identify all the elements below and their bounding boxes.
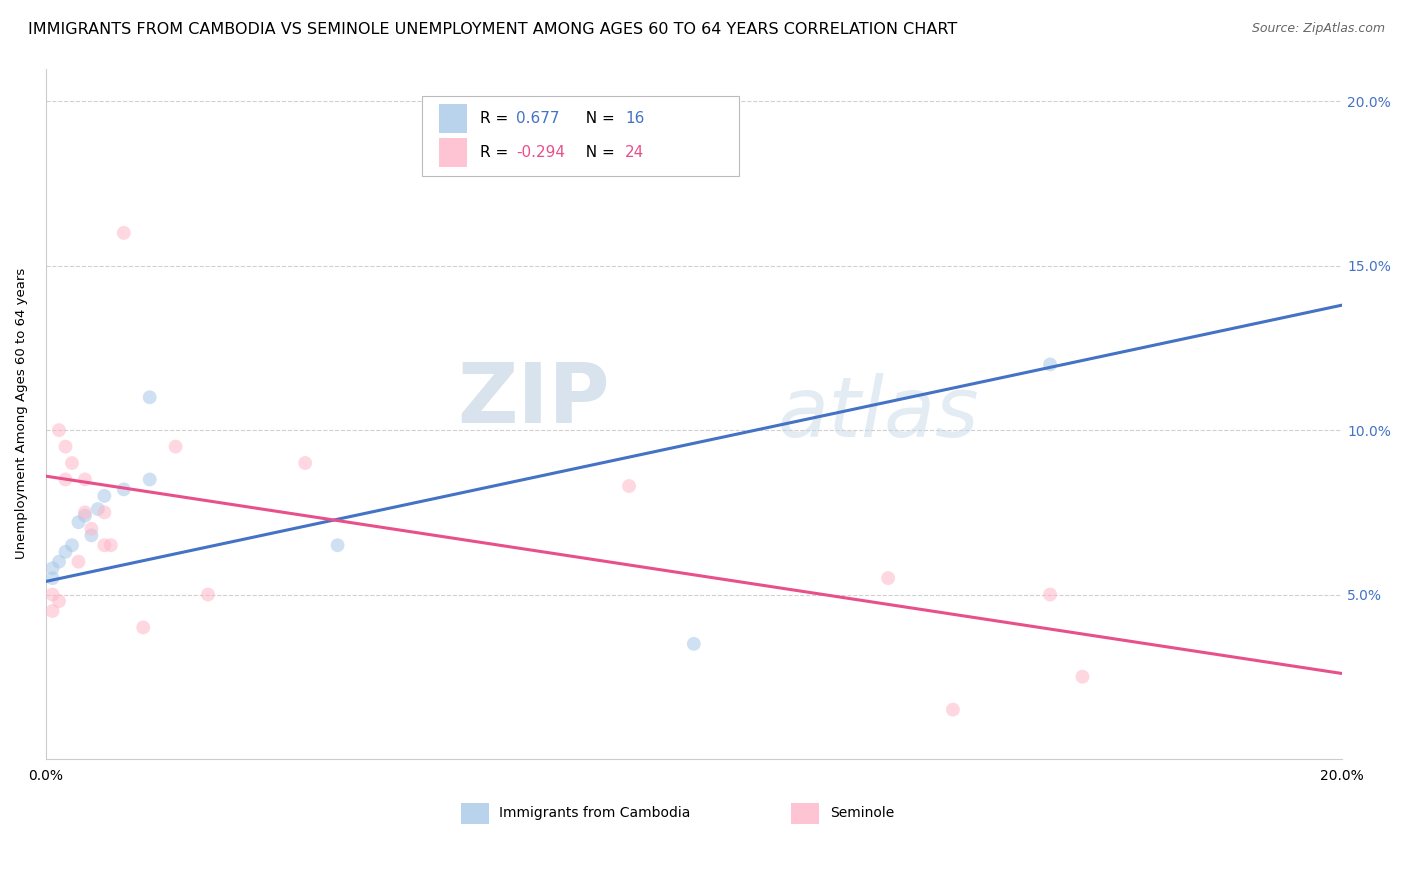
Bar bbox=[461, 803, 489, 824]
Point bbox=[112, 226, 135, 240]
Point bbox=[67, 515, 90, 529]
Point bbox=[877, 571, 900, 585]
Point bbox=[165, 440, 187, 454]
Point bbox=[60, 456, 83, 470]
FancyBboxPatch shape bbox=[422, 96, 740, 176]
Text: R =: R = bbox=[479, 145, 513, 160]
Text: 0.677: 0.677 bbox=[516, 112, 560, 127]
Text: -0.294: -0.294 bbox=[516, 145, 565, 160]
Point bbox=[93, 538, 115, 552]
Point bbox=[942, 703, 965, 717]
Point bbox=[73, 508, 96, 523]
Text: Seminole: Seminole bbox=[830, 806, 894, 821]
Point bbox=[55, 545, 77, 559]
Text: N =: N = bbox=[576, 112, 620, 127]
Point bbox=[73, 473, 96, 487]
Point bbox=[55, 473, 77, 487]
Point bbox=[112, 483, 135, 497]
Point bbox=[73, 505, 96, 519]
Text: atlas: atlas bbox=[778, 373, 980, 454]
Point bbox=[80, 528, 103, 542]
Point bbox=[41, 561, 63, 575]
Point bbox=[197, 588, 219, 602]
Bar bbox=[439, 104, 467, 134]
Point bbox=[1071, 670, 1094, 684]
Text: IMMIGRANTS FROM CAMBODIA VS SEMINOLE UNEMPLOYMENT AMONG AGES 60 TO 64 YEARS CORR: IMMIGRANTS FROM CAMBODIA VS SEMINOLE UNE… bbox=[28, 22, 957, 37]
Point bbox=[93, 505, 115, 519]
Text: ZIP: ZIP bbox=[457, 359, 610, 441]
Point bbox=[67, 555, 90, 569]
Point bbox=[48, 423, 70, 437]
Bar bbox=[439, 137, 467, 167]
Point bbox=[1039, 358, 1062, 372]
Point bbox=[326, 538, 349, 552]
Point bbox=[41, 571, 63, 585]
Point bbox=[55, 440, 77, 454]
Point bbox=[60, 538, 83, 552]
Point bbox=[48, 555, 70, 569]
Point bbox=[48, 594, 70, 608]
Point bbox=[294, 456, 316, 470]
Point bbox=[682, 637, 704, 651]
Point bbox=[1039, 588, 1062, 602]
Text: Source: ZipAtlas.com: Source: ZipAtlas.com bbox=[1251, 22, 1385, 36]
Point bbox=[132, 620, 155, 634]
Text: N =: N = bbox=[576, 145, 620, 160]
Bar bbox=[792, 803, 820, 824]
Point bbox=[138, 390, 160, 404]
Text: R =: R = bbox=[479, 112, 513, 127]
Point bbox=[41, 604, 63, 618]
Point bbox=[617, 479, 640, 493]
Point bbox=[93, 489, 115, 503]
Point bbox=[87, 502, 110, 516]
Point bbox=[138, 473, 160, 487]
Text: 24: 24 bbox=[626, 145, 644, 160]
Text: Immigrants from Cambodia: Immigrants from Cambodia bbox=[499, 806, 690, 821]
Y-axis label: Unemployment Among Ages 60 to 64 years: Unemployment Among Ages 60 to 64 years bbox=[15, 268, 28, 559]
Point bbox=[100, 538, 122, 552]
Text: 16: 16 bbox=[626, 112, 644, 127]
Point bbox=[41, 588, 63, 602]
Point bbox=[80, 522, 103, 536]
